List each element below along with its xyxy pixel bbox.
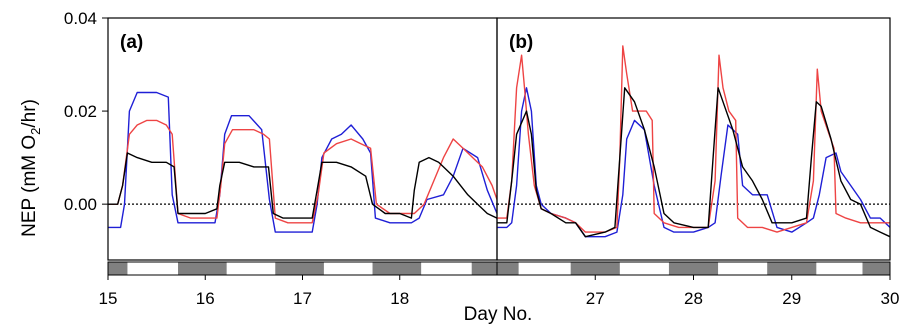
dark-period — [668, 262, 719, 275]
series-line-0 — [108, 91, 497, 233]
series-line-2 — [497, 87, 890, 238]
x-tick-label: 18 — [390, 289, 409, 308]
panel-a: (a) 15 16 17 18 — [99, 17, 498, 308]
plot-frame — [107, 17, 498, 261]
panel-b: (b) 27 28 29 30 — [496, 17, 900, 308]
x-tick-label: 16 — [196, 289, 215, 308]
plot-frame — [496, 17, 891, 261]
x-tick-label: 29 — [782, 289, 801, 308]
dark-period — [767, 262, 817, 275]
x-tick-label: 27 — [586, 289, 605, 308]
y-axis-title: NEP (mM O2/hr) — [19, 99, 43, 237]
dark-period — [275, 262, 324, 275]
y-tick-label: 0.04 — [64, 9, 97, 28]
dark-period — [178, 262, 227, 275]
dark-period — [497, 262, 519, 275]
dark-period — [570, 262, 620, 275]
dark-period — [862, 262, 890, 275]
x-tick-label: 28 — [684, 289, 703, 308]
dark-period — [471, 262, 497, 275]
x-axis-title: Day No. — [464, 304, 533, 325]
svg-text:NEP (mM O2/hr): NEP (mM O2/hr) — [19, 99, 43, 237]
series-line-1 — [108, 119, 497, 224]
x-tick-label: 15 — [99, 289, 118, 308]
series-line-2 — [108, 152, 497, 219]
x-tick-label: 17 — [293, 289, 312, 308]
x-tick-label: 30 — [881, 289, 900, 308]
panel-label: (b) — [509, 32, 533, 53]
y-tick-label: 0.02 — [64, 102, 97, 121]
dark-period — [372, 262, 422, 275]
panel-label: (a) — [120, 32, 143, 53]
dark-period — [108, 262, 128, 275]
series-line-0 — [497, 87, 890, 238]
y-tick-label: 0.00 — [64, 195, 97, 214]
